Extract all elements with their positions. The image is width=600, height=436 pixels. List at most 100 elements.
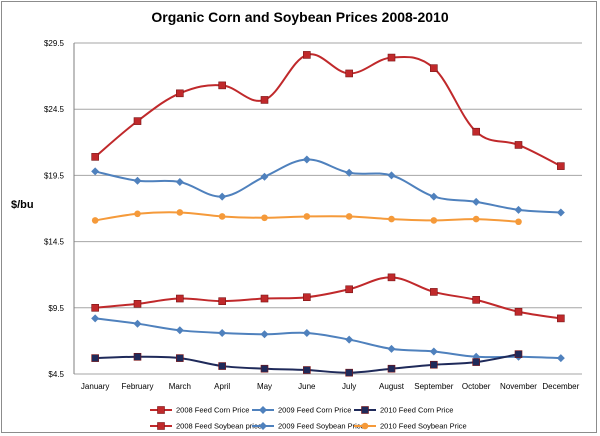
- data-point: [91, 153, 99, 161]
- data-point: [91, 303, 99, 312]
- data-point: [472, 215, 480, 223]
- series-line: [95, 317, 561, 360]
- data-point: [515, 218, 522, 226]
- data-point: [556, 208, 565, 217]
- data-point: [218, 192, 227, 201]
- data-point: [472, 358, 480, 366]
- data-point: [472, 127, 480, 136]
- data-point: [176, 209, 184, 216]
- y-tick-label: $24.5: [44, 105, 65, 114]
- series-line: [94, 158, 561, 214]
- data-point: [345, 285, 353, 294]
- data-point: [345, 213, 353, 220]
- legend: 2008 Feed Corn Price 2009 Feed Corn Price…: [150, 406, 467, 431]
- data-point: [134, 210, 141, 218]
- legend-label: 2008 Feed Corn Price: [176, 406, 249, 415]
- data-point: [387, 364, 396, 373]
- x-tick-label: March: [169, 382, 191, 391]
- data-point: [176, 294, 184, 303]
- legend-swatch-marker: [259, 406, 267, 414]
- data-point: [345, 168, 354, 177]
- series-line: [95, 276, 561, 320]
- legend-label: 2010 Feed Soybean Price: [380, 422, 467, 431]
- series-2010-feed-soybean-price: [91, 209, 522, 226]
- legend-swatch-marker: [361, 422, 369, 430]
- data-point: [218, 362, 226, 370]
- legend-item-2009-feed-corn-price: 2009 Feed Corn Price: [252, 406, 351, 415]
- data-point: [133, 117, 142, 125]
- legend-item-2008-feed-corn-price: 2008 Feed Corn Price: [150, 406, 249, 415]
- data-point: [91, 354, 99, 362]
- legend-swatch-marker: [259, 422, 267, 430]
- data-point: [556, 354, 565, 363]
- data-point: [133, 319, 142, 328]
- legend-item-2010-feed-corn-price: 2010 Feed Corn Price: [354, 406, 453, 415]
- data-point: [302, 328, 311, 337]
- chart-title: Organic Corn and Soybean Prices 2008-201…: [151, 9, 448, 25]
- data-point: [133, 300, 142, 308]
- data-point: [430, 64, 438, 72]
- data-point: [472, 296, 480, 304]
- legend-item-2010-feed-soybean-price: 2010 Feed Soybean Price: [354, 422, 467, 431]
- data-point: [514, 350, 523, 358]
- data-point: [472, 197, 481, 206]
- data-point: [260, 96, 269, 104]
- series-2008-feed-corn-price: [91, 273, 565, 323]
- legend-swatch-marker: [157, 406, 165, 414]
- data-point: [133, 352, 142, 361]
- data-point: [303, 213, 311, 220]
- data-point: [345, 335, 354, 344]
- data-point: [303, 293, 311, 302]
- series-layer: [91, 51, 565, 377]
- series-line: [94, 53, 562, 168]
- data-point: [345, 69, 353, 78]
- x-tick-label: December: [542, 382, 579, 391]
- legend-label: 2009 Feed Corn Price: [278, 406, 351, 415]
- data-point: [261, 214, 268, 222]
- data-point: [557, 162, 565, 170]
- data-point: [260, 330, 269, 339]
- legend-swatch-marker: [157, 422, 165, 430]
- y-tick-label: $4.5: [48, 370, 64, 379]
- x-tick-label: June: [298, 382, 316, 391]
- legend-label: 2009 Feed Soybean Price: [278, 422, 365, 431]
- legend-item-2008-feed-soybean-price: 2008 Feed Soybean price: [150, 422, 262, 431]
- series-2009-feed-corn-price: [91, 314, 565, 363]
- data-point: [133, 176, 142, 185]
- data-point: [430, 288, 438, 296]
- data-point: [91, 314, 100, 323]
- data-point: [91, 217, 99, 224]
- x-tick-label: May: [257, 382, 272, 391]
- data-point: [218, 297, 226, 305]
- x-tick-label: July: [342, 382, 356, 391]
- legend-label: 2008 Feed Soybean price: [176, 422, 262, 431]
- data-point: [260, 364, 269, 373]
- series-2010-feed-corn-price: [91, 350, 523, 377]
- x-tick-label: October: [462, 382, 491, 391]
- y-tick-label: $29.5: [44, 39, 65, 48]
- data-point: [430, 217, 438, 224]
- legend-item-2009-feed-soybean-price: 2009 Feed Soybean Price: [252, 422, 365, 431]
- y-tick-label: $19.5: [44, 171, 65, 180]
- data-point: [514, 141, 523, 149]
- data-point: [176, 354, 184, 362]
- y-tick-label: $9.5: [48, 304, 64, 313]
- data-point: [387, 344, 396, 353]
- x-tick-label: April: [214, 382, 230, 391]
- series-2008-feed-soybean-price: [91, 51, 565, 170]
- data-point: [429, 347, 438, 356]
- data-point: [387, 171, 396, 180]
- data-point: [303, 366, 311, 374]
- data-point: [430, 360, 438, 369]
- x-tick-label: August: [379, 382, 405, 391]
- data-point: [218, 213, 226, 220]
- data-point: [176, 89, 184, 98]
- data-point: [557, 314, 565, 323]
- legend-swatch-marker: [361, 406, 369, 414]
- data-point: [514, 205, 523, 214]
- x-tick-label: September: [414, 382, 453, 391]
- x-tick-label: November: [500, 382, 537, 391]
- data-point: [514, 307, 523, 316]
- series-2009-feed-soybean-price: [91, 155, 565, 217]
